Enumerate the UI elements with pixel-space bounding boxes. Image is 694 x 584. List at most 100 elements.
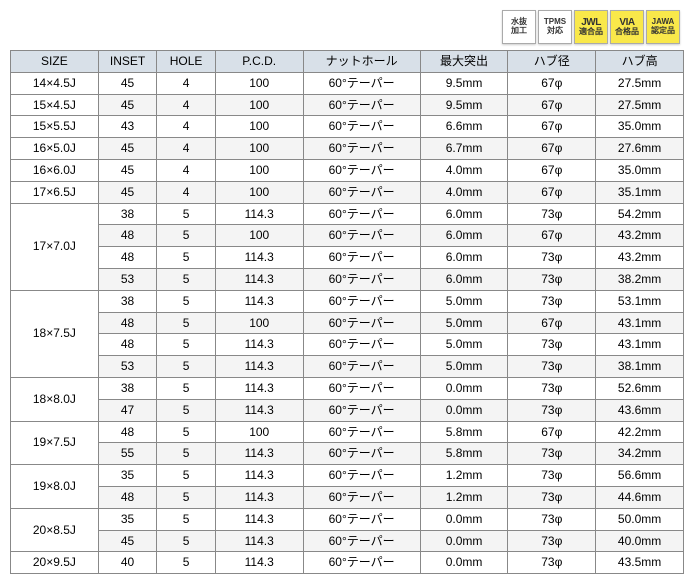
pcd-cell: 114.3 <box>215 399 303 421</box>
max-cell: 0.0mm <box>420 530 508 552</box>
table-row: 485114.360°テーパー6.0mm73φ43.2mm <box>11 247 684 269</box>
badge-line2: 認定品 <box>651 27 675 36</box>
hubd-cell: 73φ <box>508 486 596 508</box>
hubd-cell: 73φ <box>508 552 596 574</box>
hubd-cell: 73φ <box>508 399 596 421</box>
inset-cell: 47 <box>98 399 157 421</box>
col-header: INSET <box>98 51 157 73</box>
hubh-cell: 43.1mm <box>596 312 684 334</box>
pcd-cell: 114.3 <box>215 268 303 290</box>
max-cell: 5.0mm <box>420 356 508 378</box>
hubd-cell: 67φ <box>508 72 596 94</box>
table-row: 485114.360°テーパー5.0mm73φ43.1mm <box>11 334 684 356</box>
size-cell: 17×7.0J <box>11 203 99 290</box>
table-body: 14×4.5J45410060°テーパー9.5mm67φ27.5mm15×4.5… <box>11 72 684 573</box>
hole-cell: 5 <box>157 225 216 247</box>
hubh-cell: 27.6mm <box>596 138 684 160</box>
col-header: ハブ径 <box>508 51 596 73</box>
max-cell: 0.0mm <box>420 377 508 399</box>
pcd-cell: 114.3 <box>215 443 303 465</box>
hole-cell: 5 <box>157 508 216 530</box>
nut-cell: 60°テーパー <box>303 247 420 269</box>
nut-cell: 60°テーパー <box>303 334 420 356</box>
hubh-cell: 43.2mm <box>596 225 684 247</box>
inset-cell: 55 <box>98 443 157 465</box>
size-cell: 18×8.0J <box>11 377 99 421</box>
max-cell: 9.5mm <box>420 94 508 116</box>
table-row: 15×5.5J43410060°テーパー6.6mm67φ35.0mm <box>11 116 684 138</box>
badge-line2: 適合品 <box>579 28 603 37</box>
hubd-cell: 73φ <box>508 356 596 378</box>
nut-cell: 60°テーパー <box>303 203 420 225</box>
max-cell: 6.0mm <box>420 247 508 269</box>
table-row: 16×5.0J45410060°テーパー6.7mm67φ27.6mm <box>11 138 684 160</box>
hole-cell: 4 <box>157 138 216 160</box>
table-row: 18×8.0J385114.360°テーパー0.0mm73φ52.6mm <box>11 377 684 399</box>
inset-cell: 38 <box>98 290 157 312</box>
pcd-cell: 114.3 <box>215 508 303 530</box>
table-row: 535114.360°テーパー6.0mm73φ38.2mm <box>11 268 684 290</box>
hubh-cell: 42.2mm <box>596 421 684 443</box>
pcd-cell: 114.3 <box>215 552 303 574</box>
pcd-cell: 114.3 <box>215 356 303 378</box>
size-cell: 20×9.5J <box>11 552 99 574</box>
hubd-cell: 67φ <box>508 181 596 203</box>
max-cell: 6.0mm <box>420 225 508 247</box>
table-row: 535114.360°テーパー5.0mm73φ38.1mm <box>11 356 684 378</box>
size-cell: 19×8.0J <box>11 465 99 509</box>
table-row: 17×7.0J385114.360°テーパー6.0mm73φ54.2mm <box>11 203 684 225</box>
table-row: 19×7.5J48510060°テーパー5.8mm67φ42.2mm <box>11 421 684 443</box>
inset-cell: 53 <box>98 268 157 290</box>
inset-cell: 43 <box>98 116 157 138</box>
pcd-cell: 100 <box>215 159 303 181</box>
pcd-cell: 114.3 <box>215 247 303 269</box>
hole-cell: 5 <box>157 203 216 225</box>
table-row: 18×7.5J385114.360°テーパー5.0mm73φ53.1mm <box>11 290 684 312</box>
col-header: 最大突出 <box>420 51 508 73</box>
pcd-cell: 100 <box>215 116 303 138</box>
hubh-cell: 43.1mm <box>596 334 684 356</box>
inset-cell: 45 <box>98 181 157 203</box>
inset-cell: 48 <box>98 486 157 508</box>
max-cell: 9.5mm <box>420 72 508 94</box>
hubh-cell: 43.5mm <box>596 552 684 574</box>
hubd-cell: 67φ <box>508 312 596 334</box>
hole-cell: 5 <box>157 268 216 290</box>
hubh-cell: 34.2mm <box>596 443 684 465</box>
nut-cell: 60°テーパー <box>303 225 420 247</box>
inset-cell: 38 <box>98 377 157 399</box>
pcd-cell: 100 <box>215 181 303 203</box>
nut-cell: 60°テーパー <box>303 94 420 116</box>
size-cell: 16×6.0J <box>11 159 99 181</box>
hubh-cell: 35.0mm <box>596 159 684 181</box>
table-row: 17×6.5J45410060°テーパー4.0mm67φ35.1mm <box>11 181 684 203</box>
inset-cell: 48 <box>98 421 157 443</box>
cert-badge: 水抜加工 <box>502 10 536 44</box>
inset-cell: 40 <box>98 552 157 574</box>
hole-cell: 4 <box>157 116 216 138</box>
inset-cell: 38 <box>98 203 157 225</box>
max-cell: 5.8mm <box>420 443 508 465</box>
hole-cell: 5 <box>157 465 216 487</box>
pcd-cell: 114.3 <box>215 377 303 399</box>
nut-cell: 60°テーパー <box>303 377 420 399</box>
nut-cell: 60°テーパー <box>303 508 420 530</box>
max-cell: 6.6mm <box>420 116 508 138</box>
nut-cell: 60°テーパー <box>303 138 420 160</box>
table-row: 48510060°テーパー6.0mm67φ43.2mm <box>11 225 684 247</box>
inset-cell: 35 <box>98 508 157 530</box>
nut-cell: 60°テーパー <box>303 443 420 465</box>
cert-badge: JWL適合品 <box>574 10 608 44</box>
table-row: 48510060°テーパー5.0mm67φ43.1mm <box>11 312 684 334</box>
hubh-cell: 35.0mm <box>596 116 684 138</box>
nut-cell: 60°テーパー <box>303 486 420 508</box>
hubd-cell: 73φ <box>508 334 596 356</box>
nut-cell: 60°テーパー <box>303 116 420 138</box>
hubd-cell: 67φ <box>508 421 596 443</box>
max-cell: 4.0mm <box>420 159 508 181</box>
inset-cell: 45 <box>98 138 157 160</box>
table-row: 475114.360°テーパー0.0mm73φ43.6mm <box>11 399 684 421</box>
hubh-cell: 27.5mm <box>596 94 684 116</box>
col-header: ナットホール <box>303 51 420 73</box>
table-row: 20×8.5J355114.360°テーパー0.0mm73φ50.0mm <box>11 508 684 530</box>
